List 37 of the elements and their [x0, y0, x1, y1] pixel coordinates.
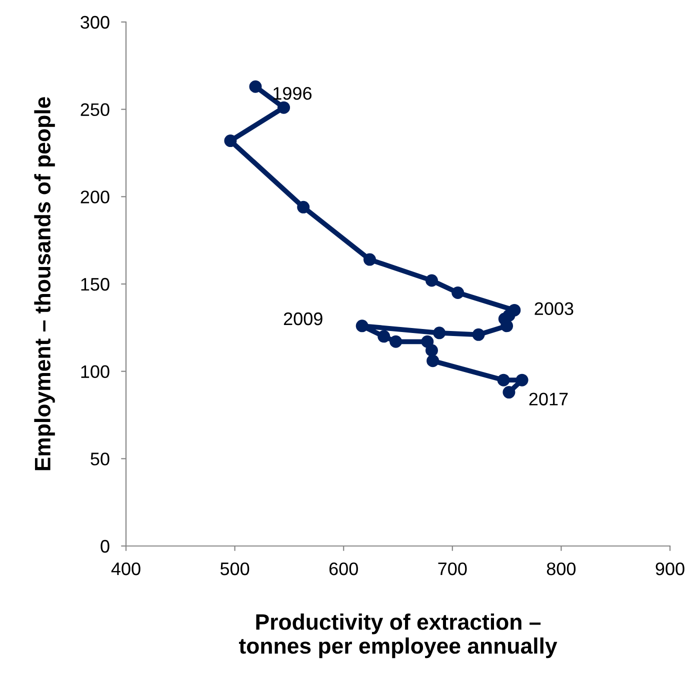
point — [516, 374, 528, 386]
point — [278, 101, 290, 114]
point — [425, 344, 438, 357]
annotation: 2017 — [529, 392, 568, 406]
point — [378, 330, 390, 343]
point — [452, 286, 464, 299]
x-tick-label: 800 — [546, 562, 576, 576]
point — [297, 200, 310, 214]
point — [502, 386, 516, 399]
point — [356, 320, 368, 332]
x-tick-label: 700 — [438, 562, 467, 576]
point — [472, 328, 485, 341]
point — [249, 80, 262, 93]
annotation: 2003 — [534, 302, 574, 316]
point — [497, 374, 510, 386]
y-tick-label: 0 — [100, 540, 110, 553]
point — [500, 320, 514, 332]
x-axis-title: Productivity of extraction – tonnes per employee annually — [238, 614, 558, 658]
point — [363, 253, 376, 266]
x-tick-label: 900 — [656, 562, 684, 576]
y-tick-label: 50 — [90, 452, 110, 466]
y-axis-title: Employment – thousands of people — [34, 97, 55, 470]
y-tick-label: 250 — [80, 103, 110, 116]
point — [433, 326, 446, 340]
point — [390, 335, 402, 348]
point — [224, 134, 237, 148]
annotation: 1996 — [274, 87, 312, 100]
x-tick-label: 600 — [329, 562, 358, 576]
x-tick-label: 400 — [111, 562, 140, 576]
y-tick-label: 150 — [81, 278, 110, 291]
y-tick-label: 300 — [80, 16, 110, 29]
x-tick-label: 500 — [220, 562, 250, 576]
annotation: 2009 — [284, 312, 322, 326]
y-tick-label: 100 — [81, 365, 110, 378]
y-tick-label: 200 — [80, 190, 110, 204]
point — [425, 274, 438, 287]
point — [426, 354, 440, 368]
